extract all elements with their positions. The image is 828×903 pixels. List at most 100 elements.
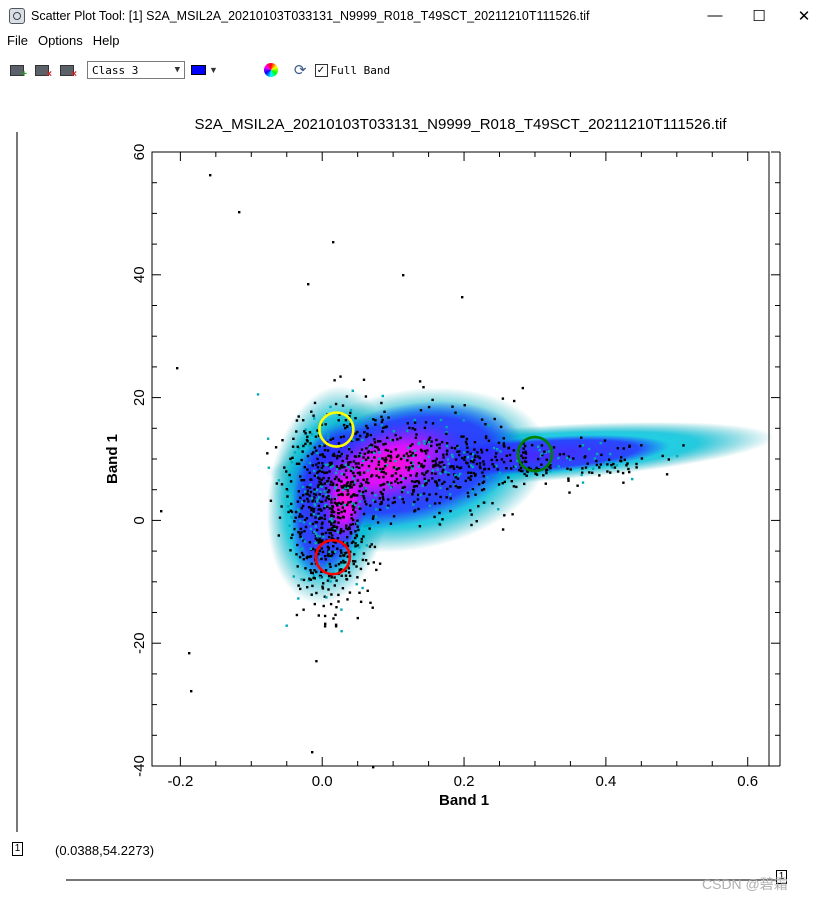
scatter-point	[356, 576, 359, 579]
scatter-point	[370, 543, 373, 546]
vertical-scroll-rail[interactable]	[16, 132, 18, 832]
scatter-point	[301, 500, 304, 504]
scatter-point	[339, 455, 342, 458]
minimize-button[interactable]: —	[707, 7, 723, 24]
scatter-point	[328, 464, 331, 467]
scatter-point	[358, 455, 361, 458]
scatter-point	[317, 541, 321, 544]
scatter-point	[330, 521, 333, 524]
class-color-picker[interactable]: ▼	[191, 65, 218, 75]
menu-help[interactable]: Help	[92, 33, 120, 48]
scatter-point	[362, 378, 366, 381]
scatter-point	[346, 489, 350, 492]
scatter-point	[340, 480, 343, 483]
scatter-point	[339, 436, 343, 439]
scatter-point	[475, 520, 478, 523]
scatter-point	[346, 536, 349, 539]
scatter-point	[381, 430, 384, 433]
scatter-point	[422, 386, 425, 389]
scatter-point	[436, 468, 439, 471]
scatter-point	[473, 454, 477, 458]
scatter-point	[344, 469, 348, 472]
scatter-point	[434, 464, 437, 467]
scatter-point	[415, 472, 419, 475]
scatter-point	[477, 455, 480, 458]
menu-options[interactable]: Options	[37, 33, 83, 48]
scatter-point	[358, 485, 362, 488]
full-band-checkbox[interactable]: ✓	[314, 63, 328, 77]
scatter-point	[471, 490, 474, 493]
scatter-point	[309, 578, 313, 581]
scatter-point	[295, 419, 299, 422]
scatter-point	[341, 459, 344, 463]
scatter-point	[332, 511, 336, 514]
scatter-point	[382, 498, 385, 501]
scatter-point	[299, 475, 302, 478]
scatter-point	[317, 614, 320, 617]
scatter-point	[350, 467, 354, 470]
scatter-point	[385, 463, 389, 467]
scatter-point	[280, 483, 284, 486]
scatter-point	[299, 519, 302, 523]
scatter-point	[329, 532, 332, 535]
scatter-point	[297, 447, 301, 450]
scatter-point	[549, 464, 552, 467]
color-wheel-icon[interactable]	[263, 63, 278, 77]
scatter-point	[317, 552, 320, 556]
maximize-button[interactable]: ☐	[752, 7, 766, 25]
scatter-point	[319, 574, 322, 578]
scatter-point	[307, 500, 310, 503]
scatter-point	[595, 459, 598, 463]
scatter-point	[329, 580, 332, 583]
delete-class-icon[interactable]: ×	[34, 62, 52, 80]
horizontal-scroll-rail[interactable]	[66, 879, 778, 881]
scatter-point	[366, 432, 369, 435]
scatter-point	[366, 524, 369, 527]
scatter-point	[389, 486, 393, 489]
scatter-point	[446, 458, 450, 461]
scatter-point	[301, 485, 305, 489]
scatter-point	[480, 418, 484, 421]
scatter-point	[294, 510, 298, 514]
menu-file[interactable]: File	[7, 33, 28, 48]
scatter-point	[377, 448, 380, 451]
scatter-point	[336, 504, 339, 507]
scatter-point	[364, 487, 367, 490]
scatter-point	[337, 442, 341, 445]
scatter-point	[346, 598, 349, 601]
scatter-point	[345, 395, 349, 398]
scatter-point	[545, 458, 548, 461]
scatter-point	[431, 477, 434, 480]
delete-all-classes-icon[interactable]: ×	[59, 62, 77, 80]
scatter-point	[296, 565, 299, 568]
scatter-point	[309, 490, 313, 494]
scatter-point	[576, 484, 579, 487]
class-select[interactable]: Class 3 ▼	[87, 61, 185, 79]
add-class-icon[interactable]: +	[9, 62, 27, 80]
scatter-point	[410, 480, 414, 483]
scatter-point	[436, 484, 439, 487]
scatter-point	[320, 547, 323, 550]
scatter-point	[333, 576, 336, 579]
scatter-point	[325, 471, 329, 474]
scatter-point	[331, 508, 334, 511]
scatter-point	[360, 448, 364, 451]
scatter-point	[524, 450, 527, 453]
scatter-point	[402, 477, 405, 480]
scatter-point	[457, 412, 460, 415]
scatter-point	[379, 484, 382, 487]
scatter-point	[314, 525, 317, 528]
scatter-point	[402, 501, 405, 504]
scatter-point	[366, 434, 369, 437]
refresh-icon[interactable]: ⟳	[293, 62, 307, 79]
scatter-point-outlier	[188, 652, 191, 655]
scatter-point	[413, 500, 416, 504]
close-button[interactable]: ✕	[797, 7, 811, 25]
scatter-point	[292, 437, 295, 440]
scatter-point	[333, 540, 337, 544]
scatter-point	[358, 420, 361, 423]
scatter-point	[351, 522, 355, 526]
scatter-point	[338, 503, 341, 506]
scatter-point	[368, 523, 372, 527]
